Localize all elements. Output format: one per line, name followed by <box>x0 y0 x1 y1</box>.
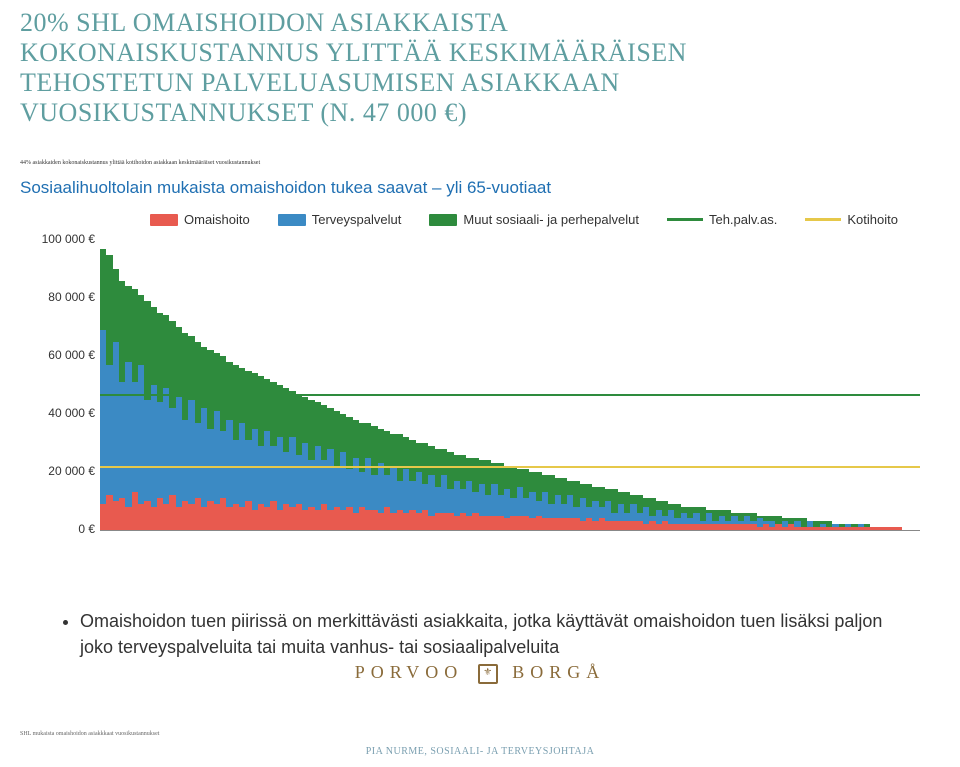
y-tick-label: 80 000 € <box>20 290 95 304</box>
legend-item: Kotihoito <box>805 212 898 227</box>
legend-label: Teh.palv.as. <box>709 212 777 227</box>
crest-icon: ⚜ <box>478 664 498 684</box>
legend-label: Muut sosiaali- ja perhepalvelut <box>463 212 639 227</box>
legend-item: Muut sosiaali- ja perhepalvelut <box>429 212 639 227</box>
title-line-3: TEHOSTETUN PALVELUASUMISEN ASIAKKAAN <box>20 68 620 97</box>
bullet-list: Omaishoidon tuen piirissä on merkittäväs… <box>40 608 900 666</box>
tiny-footer: SHL mukaista omaishoidon asiakkkaat vuos… <box>20 731 159 737</box>
page-title: 20% SHL OMAISHOIDON ASIAKKAISTA KOKONAIS… <box>20 8 940 128</box>
bar-segment <box>895 527 901 530</box>
legend-item: Terveyspalvelut <box>278 212 402 227</box>
title-line-2: KOKONAISKUSTANNUS YLITTÄÄ KESKIMÄÄRÄISEN <box>20 38 687 67</box>
bar-container <box>100 240 920 530</box>
stacked-bar-chart: 0 €20 000 €40 000 €60 000 €80 000 €100 0… <box>20 240 920 560</box>
legend-swatch-icon <box>150 214 178 226</box>
municipality-logo: PORVOO ⚜ BORGÅ <box>0 662 960 684</box>
y-tick-label: 100 000 € <box>20 232 95 246</box>
reference-line <box>100 394 920 396</box>
y-tick-label: 40 000 € <box>20 406 95 420</box>
legend-label: Terveyspalvelut <box>312 212 402 227</box>
bullet-item: Omaishoidon tuen piirissä on merkittäväs… <box>80 608 900 660</box>
legend-item: Teh.palv.as. <box>667 212 777 227</box>
bar <box>895 527 901 530</box>
chart-legend: Omaishoito Terveyspalvelut Muut sosiaali- … <box>150 212 898 227</box>
legend-swatch-icon <box>278 214 306 226</box>
legend-item: Omaishoito <box>150 212 250 227</box>
y-tick-label: 60 000 € <box>20 348 95 362</box>
legend-swatch-icon <box>429 214 457 226</box>
y-tick-label: 0 € <box>20 522 95 536</box>
y-tick-label: 20 000 € <box>20 464 95 478</box>
title-line-4: VUOSIKUSTANNUKSET (N. 47 000 €) <box>20 98 467 127</box>
logo-left: PORVOO <box>355 662 464 682</box>
plot-area <box>100 240 920 531</box>
legend-line-icon <box>667 218 703 221</box>
small-note: 44% asiakkaiden kokonaiskustannus ylittä… <box>20 160 260 166</box>
logo-right: BORGÅ <box>512 662 605 682</box>
legend-label: Omaishoito <box>184 212 250 227</box>
subtitle: Sosiaalihuoltolain mukaista omaishoidon … <box>20 178 551 198</box>
legend-line-icon <box>805 218 841 221</box>
reference-line <box>100 466 920 468</box>
slide: 20% SHL OMAISHOIDON ASIAKKAISTA KOKONAIS… <box>0 0 960 767</box>
footer-author: PIA NURME, SOSIAALI- JA TERVEYSJOHTAJA <box>0 746 960 757</box>
title-line-1: 20% SHL OMAISHOIDON ASIAKKAISTA <box>20 8 508 37</box>
legend-label: Kotihoito <box>847 212 898 227</box>
